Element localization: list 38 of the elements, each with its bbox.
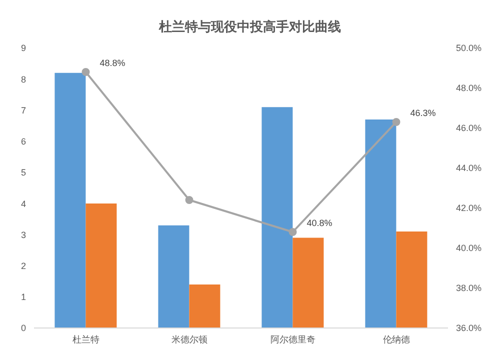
y-tick-label: 6 — [20, 136, 26, 147]
bar — [262, 107, 293, 328]
y2-tick-label: 40.0% — [456, 243, 482, 254]
data-label: 48.8% — [100, 58, 126, 68]
data-label: 40.8% — [306, 218, 332, 228]
y-tick-label: 5 — [20, 168, 26, 178]
point — [288, 228, 297, 236]
bar — [158, 225, 190, 328]
y-tick-label: 7 — [20, 105, 26, 116]
y-tick-label: 4 — [20, 198, 26, 209]
y-tick-label: 2 — [20, 260, 26, 271]
point — [185, 196, 194, 204]
y-tick-label: 0 — [20, 323, 26, 334]
chart-title: 杜兰特与现役中投高手对比曲线 — [158, 18, 342, 36]
y2-tick-label: 48.0% — [456, 83, 482, 94]
x-tick-label: 米德尔顿 — [171, 334, 208, 344]
bar — [292, 238, 324, 328]
x-tick-label: 杜兰特 — [72, 334, 100, 344]
y-tick-label: 1 — [20, 292, 26, 302]
data-label: 46.3% — [410, 108, 436, 118]
bar — [54, 72, 86, 328]
point — [82, 68, 90, 76]
bar — [396, 232, 428, 328]
y2-tick-label: 46.0% — [456, 123, 482, 134]
y2-tick-label: 42.0% — [456, 203, 482, 214]
bar — [189, 284, 220, 328]
y2-tick-label: 50.0% — [456, 43, 482, 54]
y-tick-label: 9 — [20, 43, 26, 54]
y2-tick-label: 36.0% — [456, 323, 482, 334]
y-tick-label: 8 — [20, 74, 26, 84]
bar — [86, 204, 117, 328]
point — [392, 118, 400, 126]
bar — [365, 120, 396, 328]
y-tick-label: 3 — [20, 230, 26, 240]
y2-tick-label: 44.0% — [456, 163, 482, 174]
y2-tick-label: 38.0% — [456, 283, 482, 294]
x-tick-label: 伦纳德 — [382, 334, 410, 344]
x-tick-label: 阿尔德里奇 — [270, 334, 316, 344]
